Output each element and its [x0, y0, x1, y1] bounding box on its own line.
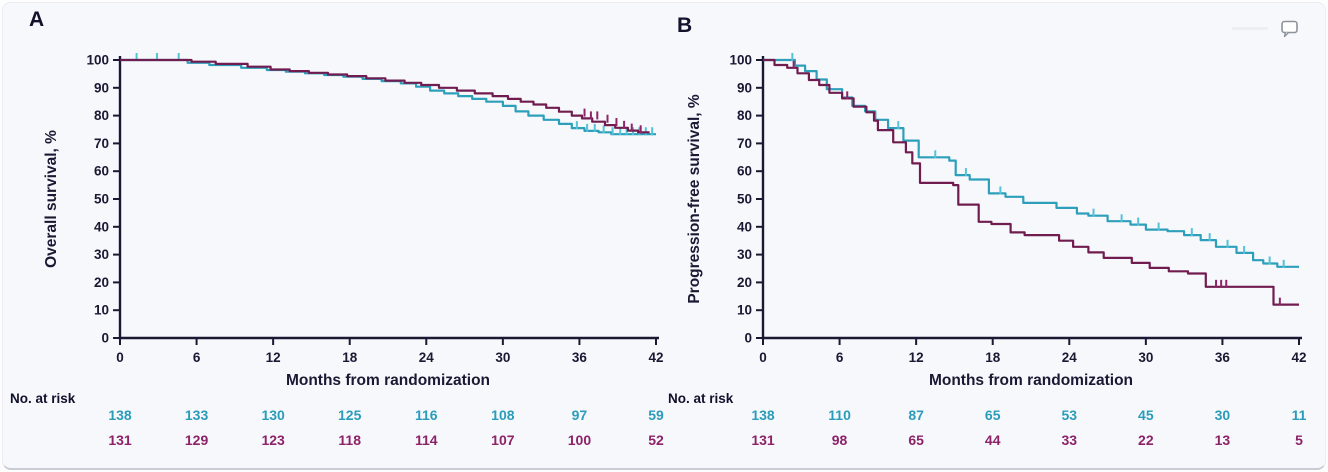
- at-risk-value: 110: [828, 407, 851, 423]
- at-risk-value: 33: [1061, 432, 1078, 448]
- at-risk-value: 44: [984, 432, 1001, 448]
- at-risk-value: 53: [1061, 407, 1078, 423]
- at-risk-value: 97: [571, 407, 588, 423]
- y-tick-label: 0: [101, 331, 109, 346]
- at-risk-value: 129: [184, 432, 209, 448]
- at-risk-row-a-teal: 138 133 130 125 116 108 97 59: [0, 407, 1328, 425]
- y-tick-label: 40: [737, 219, 752, 234]
- y-tick-label: 60: [737, 164, 752, 179]
- y-tick-label: 70: [94, 136, 109, 151]
- x-tick-label: 30: [1138, 350, 1153, 365]
- x-tick-label: 42: [1291, 350, 1306, 365]
- at-risk-value: 133: [184, 407, 209, 423]
- at-risk-value: 138: [108, 407, 132, 423]
- at-risk-value: 30: [1214, 407, 1231, 423]
- at-risk-value: 100: [567, 432, 592, 448]
- x-axis-label: Months from randomization: [286, 372, 490, 389]
- x-tick-label: 24: [419, 350, 435, 365]
- x-tick-label: 0: [116, 350, 124, 365]
- x-tick-label: 0: [759, 350, 767, 365]
- x-tick-label: 6: [193, 350, 201, 365]
- at-risk-value: 125: [338, 407, 362, 423]
- y-tick-label: 50: [737, 192, 752, 207]
- at-risk-value: 22: [1138, 432, 1154, 448]
- y-tick-label: 20: [737, 275, 752, 290]
- x-tick-label: 18: [342, 350, 358, 365]
- at-risk-value: 65: [984, 407, 1001, 423]
- at-risk-row-b-teal: 138 110 87 65 53 45 30 11: [0, 407, 1328, 425]
- at-risk-value: 65: [908, 432, 924, 448]
- y-tick-label: 30: [737, 247, 752, 262]
- y-tick-label: 80: [94, 108, 109, 123]
- survival-curve-2: [120, 58, 650, 134]
- y-tick-label: 60: [94, 164, 109, 179]
- x-axis-label: Months from randomization: [929, 372, 1133, 389]
- y-tick-label: 100: [86, 53, 109, 68]
- at-risk-value: 59: [648, 407, 664, 423]
- at-risk-value: 138: [751, 407, 775, 423]
- y-tick-label: 90: [737, 80, 752, 95]
- x-tick-label: 36: [572, 350, 588, 365]
- x-tick-label: 12: [909, 350, 924, 365]
- at-risk-value: 116: [414, 407, 438, 423]
- x-tick-label: 18: [985, 350, 1001, 365]
- x-tick-label: 12: [266, 350, 281, 365]
- at-risk-value: 130: [261, 407, 285, 423]
- at-risk-value: 118: [338, 432, 361, 448]
- km-chart-progression-free-survival: 0 10 20 30 40 50 60 70 80 90 100 0 6 12 18 24 30 36 42 Mont…: [686, 53, 1307, 390]
- y-tick-label: 50: [94, 192, 109, 207]
- at-risk-value: 107: [491, 432, 515, 448]
- y-axis-label: Progression-free survival, %: [686, 94, 703, 304]
- at-risk-value: 13: [1214, 432, 1231, 448]
- faint-divider-line: [1232, 27, 1268, 30]
- at-risk-row-a-maroon: 131 129 123 118 114 107 100 52: [0, 432, 1328, 450]
- y-tick-label: 30: [94, 247, 109, 262]
- x-tick-label: 24: [1062, 350, 1078, 365]
- y-tick-label: 40: [94, 219, 109, 234]
- at-risk-value: 131: [108, 432, 132, 448]
- y-tick-label: 10: [737, 303, 752, 318]
- survival-curve-1: [120, 58, 656, 136]
- y-tick-label: 20: [94, 275, 109, 290]
- panel-a-label: A: [29, 8, 45, 31]
- y-tick-label: 70: [737, 136, 752, 151]
- no-at-risk-label-b: No. at risk: [668, 391, 734, 406]
- at-risk-value: 52: [648, 432, 664, 448]
- x-tick-label: 36: [1215, 350, 1231, 365]
- x-tick-label: 30: [495, 350, 510, 365]
- no-at-risk-label-a: No. at risk: [10, 391, 76, 406]
- at-risk-value: 114: [414, 432, 438, 448]
- y-tick-label: 100: [729, 53, 752, 68]
- at-risk-value: 123: [261, 432, 285, 448]
- at-risk-value: 108: [491, 407, 515, 423]
- at-risk-value: 87: [908, 407, 924, 423]
- at-risk-value: 98: [831, 432, 848, 448]
- y-tick-label: 0: [744, 331, 752, 346]
- survival-curve-2: [763, 58, 1299, 306]
- panel-b-label: B: [677, 14, 693, 37]
- at-risk-row-b-maroon: 131 98 65 44 33 22 13 5: [0, 432, 1328, 450]
- at-risk-value: 5: [1295, 432, 1303, 448]
- x-tick-label: 42: [648, 350, 663, 365]
- at-risk-value: 131: [751, 432, 775, 448]
- y-axis-label: Overall survival, %: [43, 130, 60, 268]
- y-tick-label: 90: [94, 80, 109, 95]
- at-risk-value: 45: [1138, 407, 1154, 423]
- y-tick-label: 10: [94, 303, 109, 318]
- comment-bubble-icon[interactable]: [1279, 19, 1301, 39]
- y-tick-label: 80: [737, 108, 752, 123]
- x-tick-label: 6: [836, 350, 844, 365]
- at-risk-value: 11: [1291, 407, 1307, 423]
- km-chart-overall-survival: 0 10 20 30 40 50 60 70 80 90 100 0 6 12 18 24 30 36 42 Mont…: [43, 53, 664, 390]
